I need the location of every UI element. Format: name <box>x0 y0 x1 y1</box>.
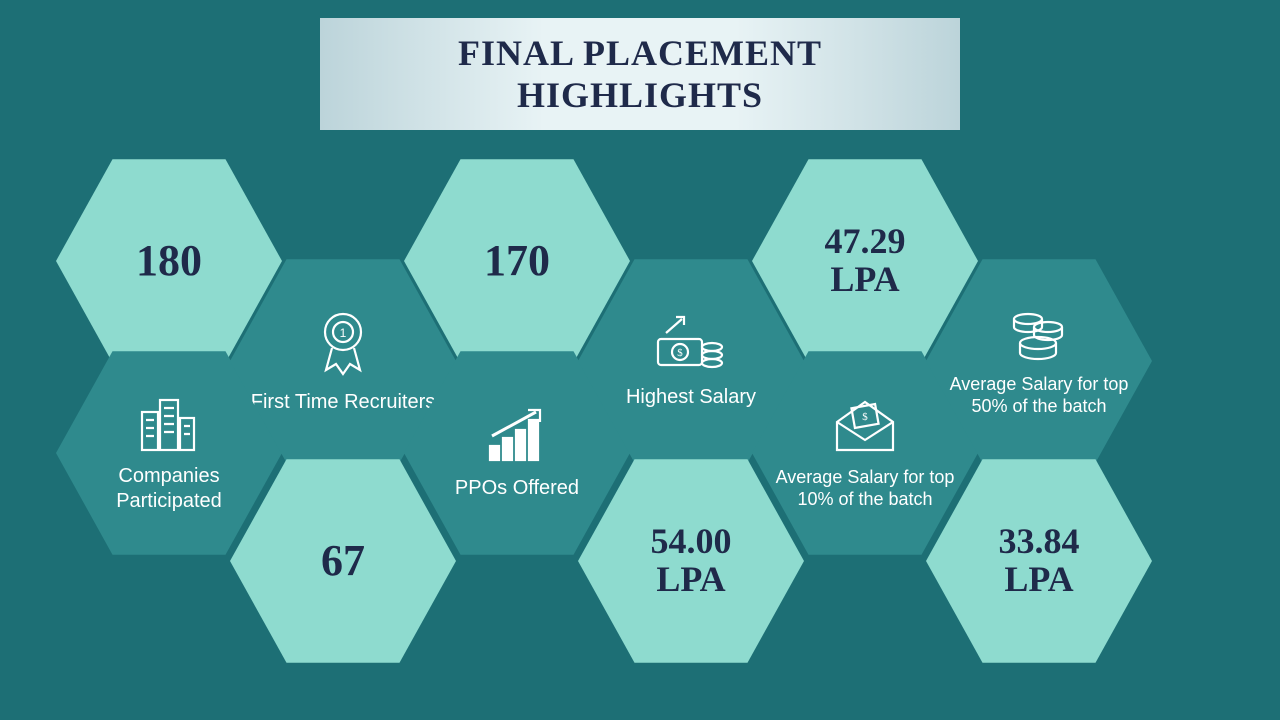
ppos-value: 170 <box>484 238 550 284</box>
envelope-icon: $ <box>829 396 901 456</box>
firsttime-value: 67 <box>321 538 365 584</box>
svg-text:$: $ <box>677 347 683 359</box>
top50-value: 33.84 LPA <box>999 523 1080 599</box>
title-text: FINAL PLACEMENT HIGHLIGHTS <box>458 33 822 115</box>
svg-text:1: 1 <box>340 326 347 340</box>
top50-label: Average Salary for top 50% of the batch <box>938 373 1140 418</box>
companies-value: 180 <box>136 238 202 284</box>
companies-label: Companies Participated <box>68 464 270 514</box>
coins-icon <box>1004 305 1074 363</box>
svg-text:$: $ <box>862 411 868 423</box>
salary-icon: $ <box>652 313 730 375</box>
growth-icon <box>482 406 552 466</box>
medal-icon: 1 <box>310 308 376 380</box>
page-title: FINAL PLACEMENT HIGHLIGHTS <box>320 18 960 130</box>
buildings-icon <box>134 392 204 454</box>
top10-value: 47.29 LPA <box>825 223 906 299</box>
top10-label: Average Salary for top 10% of the batch <box>764 466 966 511</box>
highest-value: 54.00 LPA <box>651 523 732 599</box>
highest-label: Highest Salary <box>626 385 756 410</box>
ppos-label: PPOs Offered <box>455 476 579 501</box>
firsttime-label: First Time Recruiters <box>251 390 435 415</box>
page: FINAL PLACEMENT HIGHLIGHTS 180 Companies… <box>0 0 1280 720</box>
